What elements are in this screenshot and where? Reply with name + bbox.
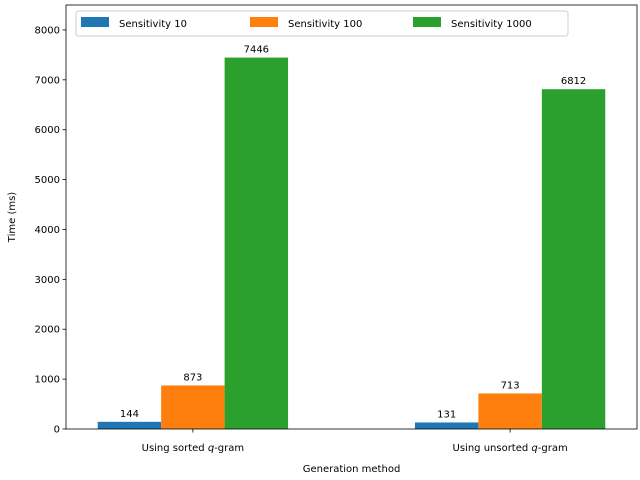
bar-value-label: 131 xyxy=(437,409,456,420)
x-tick-label-0: Using sorted q-gram xyxy=(142,443,245,454)
y-tick-label: 4000 xyxy=(35,225,60,236)
y-axis-label: Time (ms) xyxy=(7,192,18,244)
x-tick-label-1: Using unsorted q-gram xyxy=(453,443,568,454)
y-tick-label: 5000 xyxy=(35,175,60,186)
bar-s1-c1 xyxy=(478,393,542,429)
bar-s1-c0 xyxy=(161,385,225,429)
x-axis-label: Generation method xyxy=(303,464,401,475)
legend-frame xyxy=(75,10,569,37)
x-tick-label-suffix: -gram xyxy=(214,443,244,454)
bar-value-label: 7446 xyxy=(244,45,269,56)
bar-s2-c1 xyxy=(541,89,606,429)
y-tick-label: 8000 xyxy=(35,25,60,36)
legend-swatch-0 xyxy=(81,17,109,27)
bar-labels-group: 144 131 873 713 7446 6812 xyxy=(120,45,586,421)
legend-swatch-1 xyxy=(250,17,278,27)
y-tick-label: 2000 xyxy=(35,325,60,336)
plot-frame xyxy=(65,4,638,430)
legend: Sensitivity 10 Sensitivity 100 Sensitivity… xyxy=(75,10,569,37)
x-tick-label-italic: q xyxy=(531,443,537,454)
y-tick-label: 1000 xyxy=(35,375,60,386)
y-tick-label: 6000 xyxy=(35,125,60,136)
bars-group xyxy=(97,57,606,430)
x-tick-label-suffix: -gram xyxy=(538,443,568,454)
bar-s2-c0 xyxy=(224,57,289,430)
x-tick-label-prefix: Using sorted xyxy=(142,443,208,454)
x-tick-label-italic: q xyxy=(208,443,214,454)
bar-s0-c0 xyxy=(97,421,162,429)
bar-value-label: 873 xyxy=(183,372,202,383)
x-tick-label-prefix: Using unsorted xyxy=(453,443,532,454)
legend-swatch-2 xyxy=(413,17,441,27)
y-axis: 0 1000 2000 3000 4000 5000 6000 7000 8000 xyxy=(35,25,66,436)
bar-value-label: 6812 xyxy=(561,76,586,87)
y-tick-label: 0 xyxy=(54,425,60,436)
legend-label-2: Sensitivity 1000 xyxy=(451,19,532,30)
x-axis: Using sorted q-gram Using unsorted q-gram xyxy=(142,429,568,454)
y-tick-label: 7000 xyxy=(35,75,60,86)
legend-label-1: Sensitivity 100 xyxy=(288,19,362,30)
bar-value-label: 713 xyxy=(501,380,520,391)
bar-value-label: 144 xyxy=(120,409,139,420)
bar-s0-c1 xyxy=(414,422,479,429)
legend-label-0: Sensitivity 10 xyxy=(119,19,187,30)
y-tick-label: 3000 xyxy=(35,275,60,286)
